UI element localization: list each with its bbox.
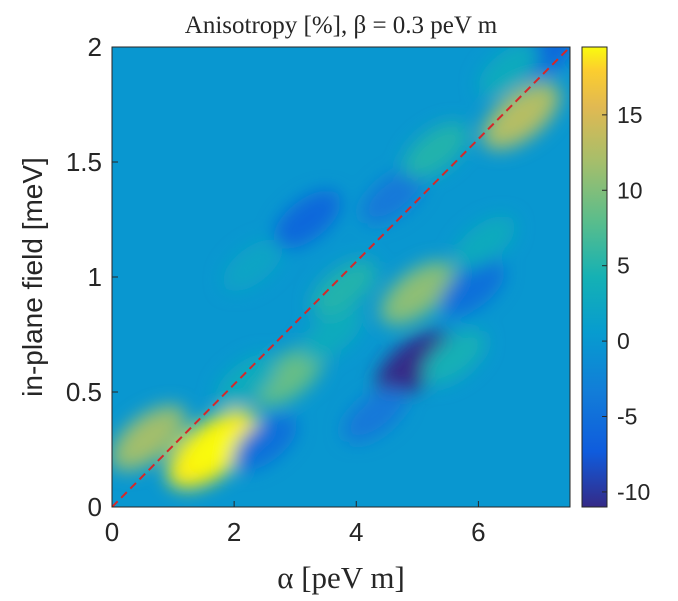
heatmap-feature xyxy=(311,260,377,317)
y-tick-label: 1.5 xyxy=(66,147,102,177)
heatmap-feature xyxy=(215,353,278,408)
x-axis-label: α [peV m] xyxy=(277,560,405,595)
heatmap-feature-core xyxy=(269,358,309,394)
heatmap-feature-core xyxy=(499,96,543,136)
chart-title: Anisotropy [%], β = 0.3 peV m xyxy=(185,12,498,39)
heatmap-feature-core xyxy=(393,345,436,384)
heatmap-feature xyxy=(222,239,283,292)
y-tick-label: 0 xyxy=(88,492,102,522)
x-tick-label: 2 xyxy=(227,517,241,547)
heatmap-feature xyxy=(478,47,540,97)
heatmap-feature xyxy=(422,330,486,385)
colorbar: -10 -5 0 5 10 15 xyxy=(581,46,650,508)
y-tick-label: 1 xyxy=(88,262,102,292)
heatmap-plot xyxy=(112,47,570,507)
x-tick-label: 6 xyxy=(471,517,485,547)
heatmap-feature xyxy=(439,260,505,317)
heatmap-feature xyxy=(273,190,341,249)
heatmap-feature xyxy=(232,414,298,471)
heatmap-feature-core xyxy=(396,274,439,312)
colorbar-tick-label: 5 xyxy=(617,253,630,279)
y-tick-label: 2 xyxy=(88,32,102,62)
heatmap-feature-core xyxy=(187,427,239,472)
colorbar-tick-label: -5 xyxy=(617,404,637,430)
colorbar-tick-label: -10 xyxy=(617,479,650,505)
heatmap-feature xyxy=(342,387,407,443)
y-tick-label: 0.5 xyxy=(66,377,102,407)
x-tick-label: 4 xyxy=(349,517,363,547)
heatmap-feature-core xyxy=(127,419,170,457)
heatmap-feature xyxy=(301,307,363,362)
heatmap-feature xyxy=(361,169,425,224)
colorbar-tick-label: 15 xyxy=(617,102,643,128)
y-axis-label: in-plane field [meV] xyxy=(17,157,48,397)
colorbar-gradient xyxy=(581,46,608,508)
x-tick-label: 0 xyxy=(105,517,119,547)
colorbar-tick-label: 10 xyxy=(617,177,643,203)
heatmap-feature xyxy=(453,215,516,270)
heatmap-feature xyxy=(403,122,469,179)
diagonal-dashed-line xyxy=(112,47,570,507)
axes: 0 2 4 6 0 0.5 1 1.5 2 xyxy=(66,32,571,547)
colorbar-tick-label: 0 xyxy=(617,328,630,354)
